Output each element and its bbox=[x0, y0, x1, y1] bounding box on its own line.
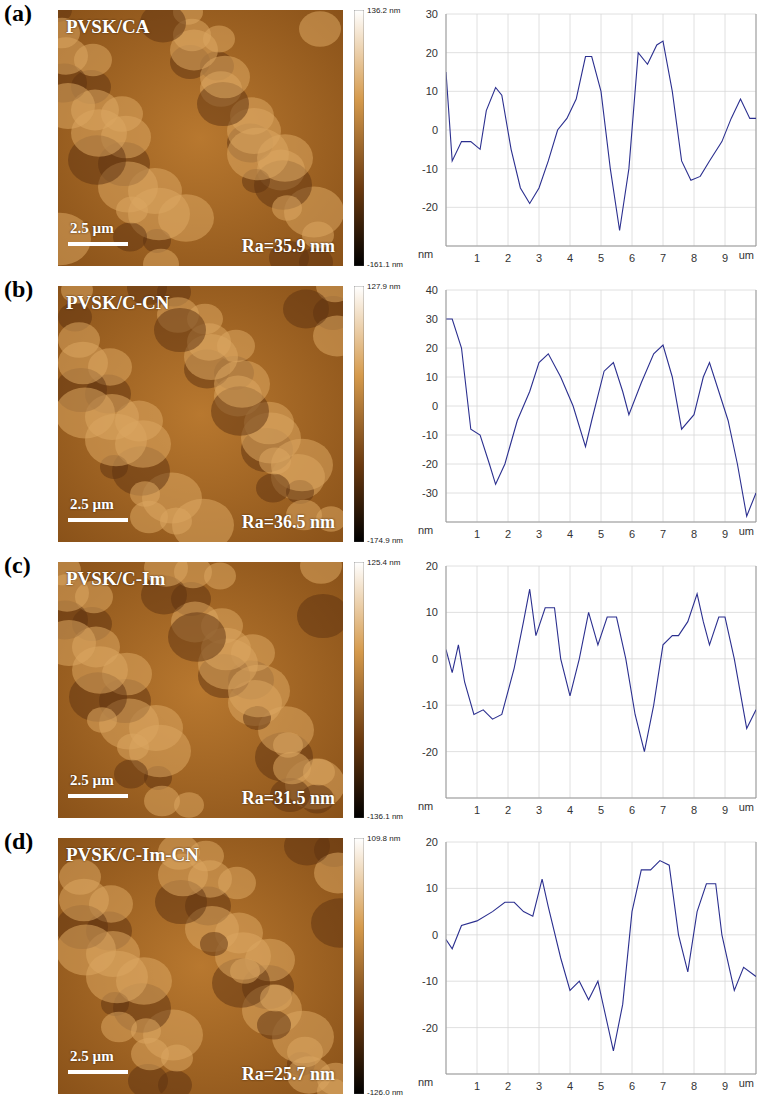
svg-text:9: 9 bbox=[722, 1080, 728, 1092]
svg-text:4: 4 bbox=[567, 252, 573, 264]
html-text:-161.1 nm: -161.1 nm bbox=[367, 260, 403, 269]
svg-text:4: 4 bbox=[567, 804, 573, 816]
html-text:2.5 µm: 2.5 µm bbox=[70, 1048, 114, 1064]
svg-text:8: 8 bbox=[691, 528, 697, 540]
svg-text:5: 5 bbox=[598, 252, 604, 264]
svg-text:1: 1 bbox=[474, 804, 480, 816]
svg-text:10: 10 bbox=[426, 85, 438, 97]
svg-text:3: 3 bbox=[536, 252, 542, 264]
svg-text:9: 9 bbox=[722, 528, 728, 540]
svg-text:20: 20 bbox=[426, 47, 438, 59]
svg-text:0: 0 bbox=[432, 929, 438, 941]
html-text:PVSK/C-Im-CN: PVSK/C-Im-CN bbox=[66, 844, 199, 865]
html-text:nm: nm bbox=[418, 248, 434, 260]
svg-text:7: 7 bbox=[660, 528, 666, 540]
html-text:nm: nm bbox=[418, 800, 434, 812]
html-text:109.8 nm: 109.8 nm bbox=[367, 834, 401, 843]
html-text:PVSK/C-CN: PVSK/C-CN bbox=[66, 292, 170, 313]
svg-text:20: 20 bbox=[426, 342, 438, 354]
html-text:2.5 µm: 2.5 µm bbox=[70, 496, 114, 512]
html-text:125.4 nm: 125.4 nm bbox=[367, 558, 401, 567]
svg-text:20: 20 bbox=[426, 836, 438, 848]
svg-text:7: 7 bbox=[660, 1080, 666, 1092]
svg-text:10: 10 bbox=[426, 371, 438, 383]
html-text:-174.9 nm: -174.9 nm bbox=[367, 536, 403, 545]
svg-text:6: 6 bbox=[629, 252, 635, 264]
svg-text:-20: -20 bbox=[422, 201, 438, 213]
svg-text:30: 30 bbox=[426, 8, 438, 20]
svg-text:-10: -10 bbox=[422, 699, 438, 711]
svg-text:-20: -20 bbox=[422, 458, 438, 470]
html-text:-126.0 nm: -126.0 nm bbox=[367, 1088, 403, 1097]
svg-text:0: 0 bbox=[432, 653, 438, 665]
svg-text:-10: -10 bbox=[422, 163, 438, 175]
svg-text:2: 2 bbox=[505, 1080, 511, 1092]
html-text:Ra=36.5 nm: Ra=36.5 nm bbox=[241, 512, 335, 532]
html-text:um: um bbox=[738, 1077, 754, 1089]
html-text:(c): (c) bbox=[4, 552, 31, 578]
html-text:PVSK/C-Im: PVSK/C-Im bbox=[66, 568, 166, 589]
html-text:(d): (d) bbox=[4, 828, 34, 854]
html-text:Ra=35.9 nm: Ra=35.9 nm bbox=[241, 236, 335, 256]
svg-text:1: 1 bbox=[474, 1080, 480, 1092]
html-text:Ra=31.5 nm: Ra=31.5 nm bbox=[241, 788, 335, 808]
svg-text:10: 10 bbox=[426, 606, 438, 618]
html-text:127.9 nm: 127.9 nm bbox=[367, 282, 401, 291]
svg-text:4: 4 bbox=[567, 1080, 573, 1092]
svg-text:-10: -10 bbox=[422, 975, 438, 987]
svg-text:8: 8 bbox=[691, 804, 697, 816]
svg-text:6: 6 bbox=[629, 1080, 635, 1092]
svg-text:10: 10 bbox=[426, 882, 438, 894]
svg-text:1: 1 bbox=[474, 252, 480, 264]
html-text:136.2 nm: 136.2 nm bbox=[367, 6, 401, 15]
html-text:2.5 µm: 2.5 µm bbox=[70, 220, 114, 236]
svg-text:0: 0 bbox=[432, 124, 438, 136]
svg-text:2: 2 bbox=[505, 804, 511, 816]
svg-text:3: 3 bbox=[536, 528, 542, 540]
svg-text:1: 1 bbox=[474, 528, 480, 540]
svg-text:8: 8 bbox=[691, 1080, 697, 1092]
html-text:um: um bbox=[738, 801, 754, 813]
svg-text:9: 9 bbox=[722, 252, 728, 264]
svg-text:30: 30 bbox=[426, 313, 438, 325]
svg-text:20: 20 bbox=[426, 560, 438, 572]
svg-text:2: 2 bbox=[505, 528, 511, 540]
html-text:nm: nm bbox=[418, 1076, 434, 1088]
html-text:um: um bbox=[738, 249, 754, 261]
svg-text:7: 7 bbox=[660, 252, 666, 264]
svg-text:-30: -30 bbox=[422, 487, 438, 499]
svg-text:7: 7 bbox=[660, 804, 666, 816]
svg-text:3: 3 bbox=[536, 804, 542, 816]
html-text:Ra=25.7 nm: Ra=25.7 nm bbox=[241, 1064, 335, 1084]
svg-text:-10: -10 bbox=[422, 429, 438, 441]
svg-text:3: 3 bbox=[536, 1080, 542, 1092]
svg-text:2: 2 bbox=[505, 252, 511, 264]
svg-text:5: 5 bbox=[598, 528, 604, 540]
html-text:PVSK/CA: PVSK/CA bbox=[66, 16, 150, 37]
svg-text:8: 8 bbox=[691, 252, 697, 264]
svg-text:6: 6 bbox=[629, 804, 635, 816]
svg-text:-20: -20 bbox=[422, 1022, 438, 1034]
svg-text:-20: -20 bbox=[422, 746, 438, 758]
html-text:um: um bbox=[738, 525, 754, 537]
svg-text:40: 40 bbox=[426, 284, 438, 296]
svg-text:4: 4 bbox=[567, 528, 573, 540]
svg-text:5: 5 bbox=[598, 1080, 604, 1092]
svg-text:9: 9 bbox=[722, 804, 728, 816]
html-text:(b): (b) bbox=[4, 276, 34, 302]
html-text:-136.1 nm: -136.1 nm bbox=[367, 812, 403, 821]
html-text:(a): (a) bbox=[4, 0, 32, 26]
html-text:2.5 µm: 2.5 µm bbox=[70, 772, 114, 788]
html-text:nm: nm bbox=[418, 524, 434, 536]
svg-text:0: 0 bbox=[432, 400, 438, 412]
svg-text:5: 5 bbox=[598, 804, 604, 816]
svg-text:6: 6 bbox=[629, 528, 635, 540]
